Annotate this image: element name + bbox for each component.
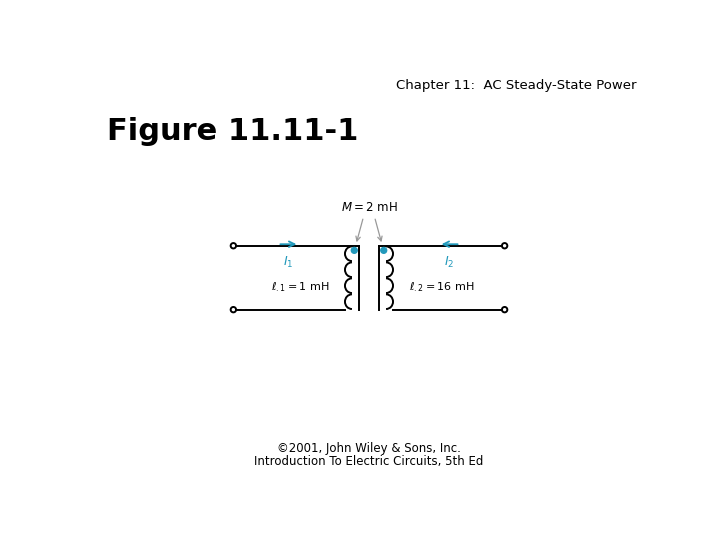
Text: Figure 11.11-1: Figure 11.11-1 — [107, 117, 359, 146]
Circle shape — [381, 247, 387, 253]
Text: $\it{I}_1$: $\it{I}_1$ — [283, 255, 294, 270]
Text: $M = 2\ \mathrm{mH}$: $M = 2\ \mathrm{mH}$ — [341, 201, 397, 214]
Text: Introduction To Electric Circuits, 5th Ed: Introduction To Electric Circuits, 5th E… — [254, 455, 484, 468]
Text: Chapter 11:  AC Steady-State Power: Chapter 11: AC Steady-State Power — [396, 79, 636, 92]
Text: ©2001, John Wiley & Sons, Inc.: ©2001, John Wiley & Sons, Inc. — [277, 442, 461, 455]
Circle shape — [351, 247, 357, 253]
Text: $\ell_{.2} = 16\ \mathrm{mH}$: $\ell_{.2} = 16\ \mathrm{mH}$ — [408, 280, 474, 294]
Text: $\ell_{.1} = 1\ \mathrm{mH}$: $\ell_{.1} = 1\ \mathrm{mH}$ — [271, 280, 330, 294]
Text: $\it{I}_2$: $\it{I}_2$ — [444, 255, 455, 270]
